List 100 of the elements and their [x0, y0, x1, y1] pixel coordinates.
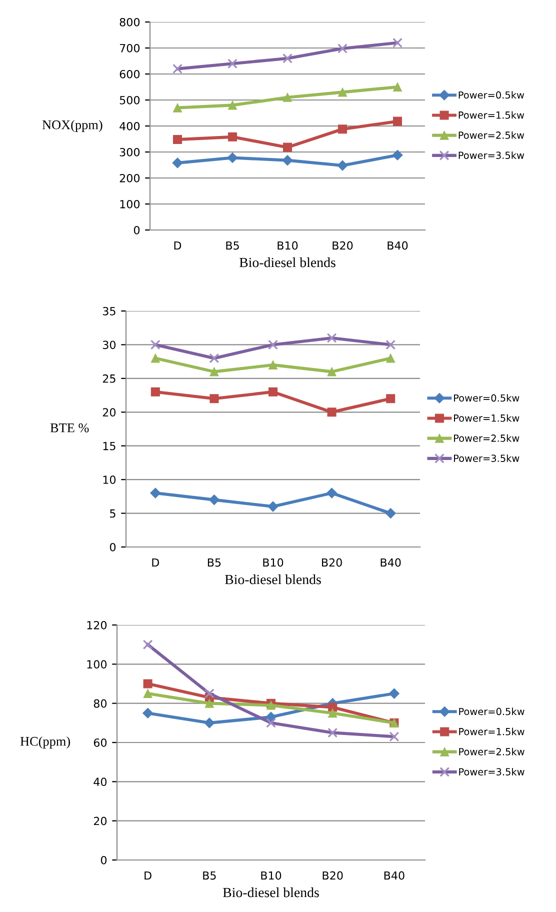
point — [204, 688, 214, 699]
y-axis-title: BTE % — [50, 423, 89, 432]
y-tick-label: 20 — [94, 816, 107, 826]
point — [328, 728, 338, 738]
point — [143, 689, 152, 698]
point — [172, 64, 182, 74]
point — [268, 360, 278, 370]
x-tick-label: B40 — [388, 241, 408, 250]
point — [268, 340, 278, 350]
x-tick-label: B10 — [261, 871, 282, 880]
x-tick-label: B20 — [332, 241, 353, 250]
point — [204, 698, 214, 708]
point — [268, 501, 278, 512]
legend-label: Power=1.5kw — [459, 728, 524, 736]
y-tick-label: 20 — [102, 408, 116, 417]
point — [389, 732, 400, 742]
point — [172, 103, 182, 112]
y-tick-label: 60 — [94, 738, 107, 747]
x-tick-label: B5 — [208, 558, 221, 567]
point — [228, 132, 238, 142]
x-tick-label: B40 — [380, 558, 401, 567]
y-tick-label: 10 — [103, 476, 116, 484]
point — [150, 488, 161, 498]
point — [328, 708, 338, 718]
point — [338, 44, 348, 54]
y-axis-title: HC(ppm) — [20, 736, 70, 748]
point — [266, 718, 276, 728]
point — [392, 82, 402, 92]
point — [208, 494, 220, 506]
y-tick-label: 500 — [120, 96, 140, 104]
point — [338, 124, 348, 134]
point — [142, 708, 154, 718]
legend-label: Power=0.5kw — [459, 708, 524, 716]
y-tick-label: 0 — [100, 856, 107, 864]
point — [282, 53, 292, 64]
x-tick-label: B5 — [226, 241, 239, 250]
point — [268, 387, 278, 396]
y-tick-label: 15 — [103, 442, 116, 450]
point — [328, 702, 338, 712]
point — [142, 640, 153, 650]
point — [327, 408, 336, 417]
x-tick-label: B40 — [384, 871, 404, 880]
point — [326, 488, 338, 498]
x-axis-title: Bio-diesel blends — [224, 574, 321, 584]
y-tick-label: 5 — [110, 509, 116, 518]
y-tick-label: 100 — [87, 660, 107, 669]
legend-label: Power=3.5kw — [454, 454, 520, 462]
point — [392, 116, 402, 126]
y-tick-label: 40 — [94, 778, 107, 786]
point — [386, 340, 396, 350]
point — [150, 340, 160, 350]
y-tick-label: 700 — [120, 44, 140, 52]
y-tick-label: 80 — [94, 699, 107, 708]
point — [209, 353, 220, 364]
point — [172, 158, 183, 168]
x-axis-title: Bio-diesel blends — [222, 887, 319, 898]
point — [337, 160, 348, 171]
point — [228, 58, 238, 69]
y-tick-label: 200 — [120, 174, 140, 182]
point — [327, 367, 336, 376]
point — [150, 387, 160, 396]
y-tick-label: 30 — [102, 340, 116, 350]
point — [228, 100, 238, 110]
legend-label: Power=3.5kw — [459, 768, 524, 776]
legend-label: Power=1.5kw — [454, 414, 520, 422]
point — [326, 332, 337, 343]
x-tick-label: D — [144, 871, 152, 880]
point — [227, 152, 238, 163]
legend-label: Power=2.5kw — [454, 434, 520, 442]
x-tick-label: D — [174, 241, 182, 250]
point — [282, 92, 292, 102]
x-tick-label: B20 — [322, 558, 342, 567]
legend-label: Power=1.5kw — [458, 111, 524, 119]
y-tick-label: 100 — [120, 200, 140, 208]
x-tick-label: B5 — [203, 871, 216, 880]
x-tick-label: B20 — [322, 871, 343, 880]
point — [282, 142, 292, 152]
point — [392, 150, 403, 160]
y-tick-label: 120 — [87, 620, 107, 630]
y-tick-label: 35 — [102, 306, 116, 316]
point — [210, 394, 219, 404]
x-tick-label: B10 — [263, 558, 284, 567]
point — [282, 155, 293, 166]
point — [392, 38, 402, 48]
legend-label: Power=3.5kw — [458, 151, 524, 159]
y-tick-label: 25 — [102, 374, 116, 383]
y-tick-label: 300 — [120, 148, 140, 156]
point — [338, 88, 348, 97]
point — [210, 367, 219, 376]
x-tick-label: B10 — [278, 241, 298, 250]
point — [386, 394, 396, 404]
point — [143, 679, 152, 688]
point — [172, 135, 182, 144]
point — [388, 688, 400, 699]
x-tick-label: D — [152, 558, 160, 567]
y-axis-title: NOX(ppm) — [42, 120, 102, 132]
y-tick-label: 0 — [134, 226, 140, 234]
y-tick-label: 600 — [120, 70, 140, 78]
legend-label: Power=0.5kw — [454, 394, 520, 402]
legend-label: Power=2.5kw — [459, 748, 524, 756]
